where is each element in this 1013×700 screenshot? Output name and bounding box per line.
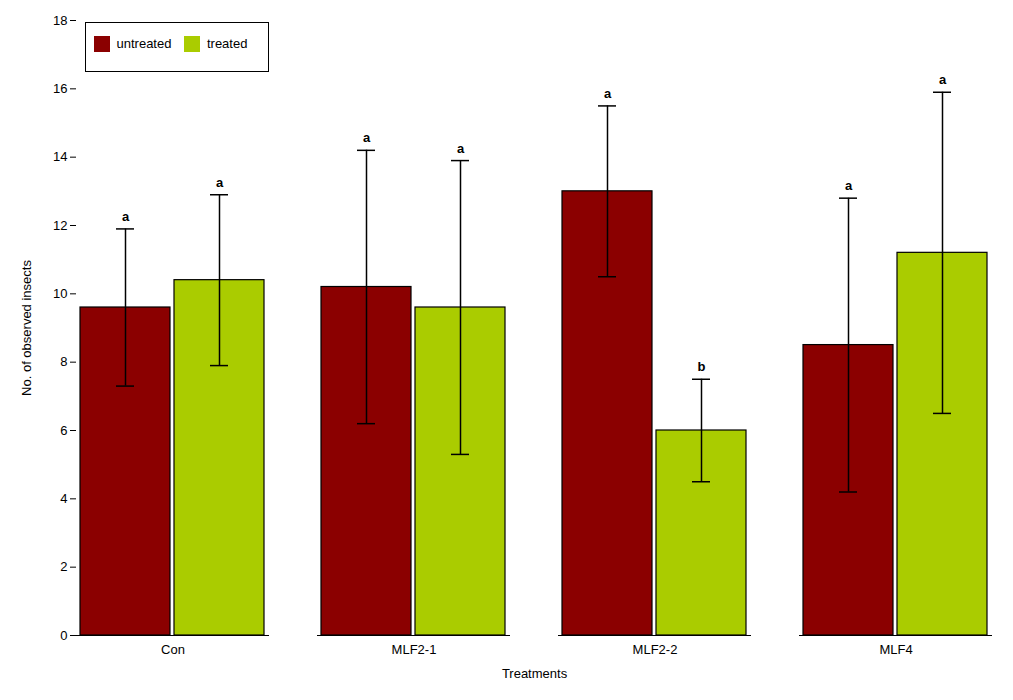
- svg-text:a: a: [363, 130, 371, 145]
- svg-text:10: 10: [53, 286, 67, 301]
- svg-text:Con: Con: [161, 642, 185, 657]
- svg-text:a: a: [939, 72, 947, 87]
- svg-text:14: 14: [53, 149, 67, 164]
- html-text:treated: treated: [206, 36, 248, 51]
- svg-text:6: 6: [60, 423, 67, 438]
- svg-text:Treatments: Treatments: [502, 666, 568, 681]
- svg-text:a: a: [216, 175, 224, 190]
- svg-text:a: a: [122, 209, 130, 224]
- svg-text:MLF4: MLF4: [879, 642, 912, 657]
- svg-text:16: 16: [53, 81, 67, 96]
- svg-text:b: b: [698, 359, 706, 374]
- svg-text:8: 8: [60, 354, 67, 369]
- svg-text:0: 0: [60, 628, 67, 643]
- svg-text:18: 18: [53, 13, 67, 28]
- svg-text:12: 12: [53, 218, 67, 233]
- svg-text:a: a: [457, 141, 465, 156]
- svg-text:No. of observed insects: No. of observed insects: [19, 260, 34, 396]
- svg-text:a: a: [845, 178, 853, 193]
- svg-text:2: 2: [60, 559, 67, 574]
- svg-text:4: 4: [60, 491, 67, 506]
- svg-text:MLF2-2: MLF2-2: [633, 642, 678, 657]
- svg-text:a: a: [604, 86, 612, 101]
- html-text:untreated: untreated: [116, 36, 172, 51]
- svg-text:MLF2-1: MLF2-1: [392, 642, 437, 657]
